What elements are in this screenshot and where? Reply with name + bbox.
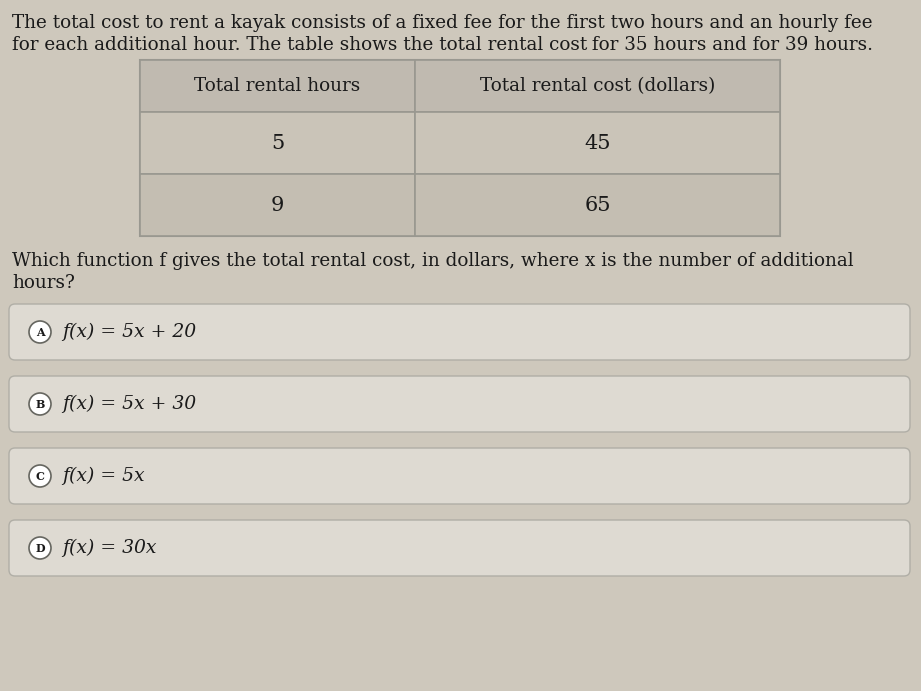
Text: A: A [36,327,44,337]
Bar [140,112,415,174]
Bar [140,60,780,236]
Text: f(x) = 5x: f(x) = 5x [62,467,145,485]
Bar [140,174,415,236]
Circle shape [29,321,51,343]
Bar [140,60,415,112]
FancyBboxPatch shape [9,448,910,504]
Text: Total rental hours: Total rental hours [194,77,361,95]
Bar [415,112,780,174]
Circle shape [29,537,51,559]
Circle shape [29,465,51,487]
FancyBboxPatch shape [9,520,910,576]
FancyBboxPatch shape [9,376,910,432]
Text: 45: 45 [584,133,611,153]
Text: Which function f gives the total rental cost, in dollars, where x is the number : Which function f gives the total rental … [12,252,854,270]
Text: The total cost to rent a kayak consists of a fixed fee for the first two hours a: The total cost to rent a kayak consists … [12,14,872,32]
Text: 65: 65 [584,196,611,214]
Text: B: B [35,399,45,410]
Text: f(x) = 30x: f(x) = 30x [62,539,157,557]
Text: Total rental cost (dollars): Total rental cost (dollars) [480,77,716,95]
Text: D: D [35,542,45,553]
Text: 9: 9 [271,196,285,214]
Text: 5: 5 [271,133,284,153]
Bar [415,60,780,112]
Bar [415,174,780,236]
Text: hours?: hours? [12,274,75,292]
Circle shape [29,393,51,415]
FancyBboxPatch shape [9,304,910,360]
Text: f(x) = 5x + 30: f(x) = 5x + 30 [62,395,196,413]
Text: for each additional hour. The table shows the total rental cost for 35 hours and: for each additional hour. The table show… [12,36,873,54]
Text: f(x) = 5x + 20: f(x) = 5x + 20 [62,323,196,341]
Text: C: C [36,471,44,482]
